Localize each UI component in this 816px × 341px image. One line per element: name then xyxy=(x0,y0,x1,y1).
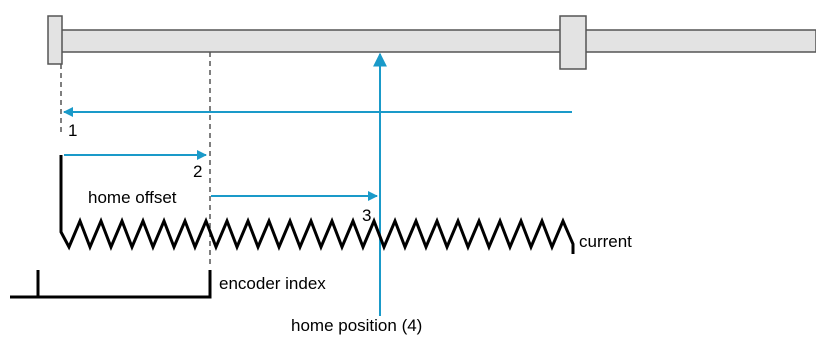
step-1-label: 1 xyxy=(68,121,77,140)
home-position-label: home position (4) xyxy=(291,316,422,335)
encoder-index-signal xyxy=(10,270,212,299)
carriage-block xyxy=(559,15,587,70)
left-end-stop xyxy=(47,15,63,65)
current-label: current xyxy=(579,232,632,251)
home-offset-label: home offset xyxy=(88,188,177,207)
encoder-index-label: encoder index xyxy=(219,274,326,293)
current-signal xyxy=(59,155,575,254)
step-2-label: 2 xyxy=(193,162,202,181)
step-3-label: 3 xyxy=(362,206,371,225)
rail-bar xyxy=(55,29,816,53)
